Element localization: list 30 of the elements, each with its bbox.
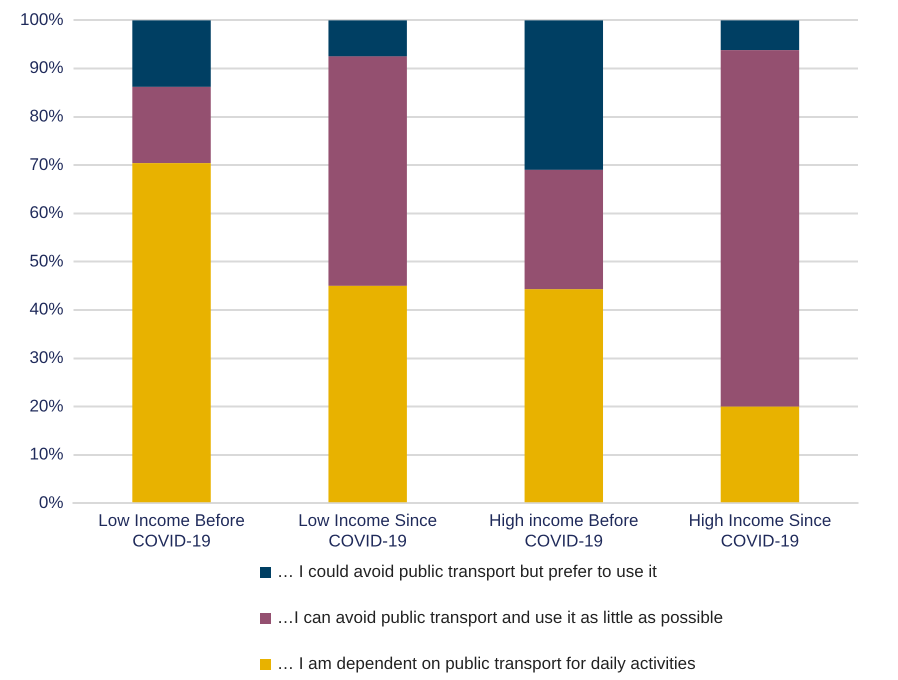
bar — [328, 20, 407, 56]
y-tick-label: 0% — [38, 492, 64, 512]
bar — [720, 50, 800, 407]
bar — [328, 56, 407, 286]
y-tick-label: 10% — [29, 444, 64, 464]
legend-label: … I am dependent on public transport for daily activities — [277, 654, 696, 674]
x-tick-label: Low Income Since COVID-19 — [298, 511, 438, 550]
bar — [132, 20, 211, 87]
y-tick-label: 20% — [29, 396, 64, 416]
bar — [524, 170, 604, 290]
bar — [132, 86, 211, 164]
x-tick-label: Low Income Before COVID-19 — [98, 511, 245, 550]
bar — [524, 289, 604, 502]
legend-label: …I can avoid public transport and use it as little as possible — [277, 608, 724, 628]
y-tick-label: 90% — [29, 58, 64, 78]
bar — [524, 20, 604, 170]
y-tick-label: 70% — [29, 154, 64, 174]
legend-label: … I could avoid public transport but prefer to use it — [277, 562, 657, 582]
y-tick-label: 30% — [29, 348, 64, 367]
y-tick-label: 60% — [29, 203, 64, 222]
bar — [720, 406, 800, 502]
bar — [328, 286, 407, 502]
y-tick-label: 50% — [29, 251, 64, 270]
y-tick-label: 40% — [29, 300, 64, 319]
x-tick-label: High Income Since COVID-19 — [688, 511, 832, 550]
bar — [720, 20, 800, 50]
bar — [132, 163, 211, 502]
y-tick-label: 100% — [20, 10, 64, 29]
x-tick-label: High income Before COVID-19 — [489, 511, 638, 550]
y-tick-label: 80% — [29, 106, 64, 126]
